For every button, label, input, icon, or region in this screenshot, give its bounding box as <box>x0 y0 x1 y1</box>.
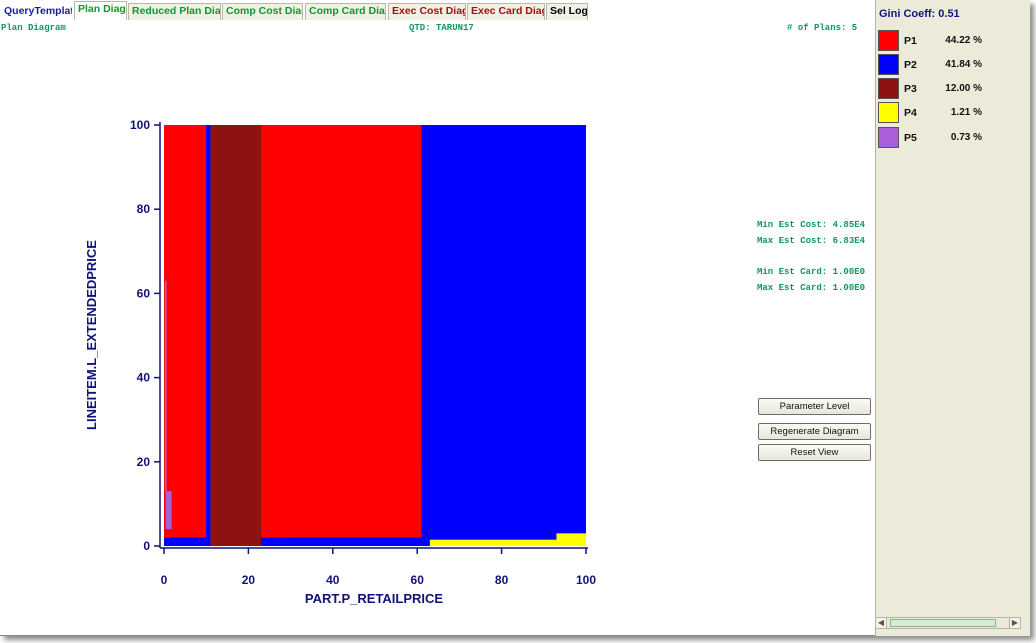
legend-plan-pct: 44.22 % <box>945 35 982 46</box>
tab-exec-card-diag[interactable]: Exec Card Diag <box>467 3 545 20</box>
legend-item-p3[interactable]: P3 12.00 % <box>878 78 988 100</box>
plan-region-p1-1[interactable] <box>164 125 207 538</box>
legend-plan-name: P4 <box>904 107 917 119</box>
tab-comp-cost-diag[interactable]: Comp Cost Diag <box>222 3 303 20</box>
legend-item-p2[interactable]: P2 41.84 % <box>878 54 988 76</box>
tab-bar: QueryTemplate Plan Diag Reduced Plan Dia… <box>0 0 875 20</box>
chart-axes <box>159 122 588 549</box>
legend-plan-pct: 0.73 % <box>950 132 982 143</box>
diagram-name: Plan Diagram <box>1 23 66 33</box>
legend-swatch <box>878 54 899 75</box>
x-tick-label: 100 <box>576 573 596 587</box>
tab-sel-log[interactable]: Sel Log <box>546 3 588 20</box>
legend-plan-pct: 1.21 % <box>950 107 982 118</box>
y-tick-label: 40 <box>137 371 151 385</box>
x-tick-label: 60 <box>411 573 425 587</box>
x-tick-label: 80 <box>495 573 509 587</box>
scrollbar-thumb[interactable] <box>890 619 996 627</box>
y-tick-label: 20 <box>137 455 151 469</box>
legend-plan-name: P5 <box>904 132 917 144</box>
tab-comp-card-diag[interactable]: Comp Card Diag <box>305 3 386 20</box>
parameter-level-button[interactable]: Parameter Level <box>758 398 871 415</box>
scroll-left-icon[interactable]: ◀ <box>876 618 887 628</box>
tab-plan-diag[interactable]: Plan Diag <box>74 1 127 20</box>
tab-reduced-plan-diag[interactable]: Reduced Plan Diag <box>128 3 221 20</box>
legend-plan-name: P3 <box>904 83 917 95</box>
legend-panel: Gini Coeff: 0.51 P1 44.22 % P2 41.84 % P… <box>875 0 1030 636</box>
qtd-label: QTD: TARUN17 <box>409 23 474 33</box>
plan-regions[interactable] <box>164 125 586 546</box>
plan-region-p5-5[interactable] <box>165 491 172 530</box>
legend-plan-name: P2 <box>904 59 917 71</box>
x-tick-label: 0 <box>161 573 168 587</box>
plan-region-p2-2[interactable] <box>206 125 211 546</box>
legend-swatch <box>878 102 899 123</box>
legend-plan-pct: 12.00 % <box>945 83 982 94</box>
y-tick-label: 60 <box>137 286 151 300</box>
plan-region-p4-8[interactable] <box>556 533 586 546</box>
y-tick-label: 80 <box>137 202 151 216</box>
x-tick-label: 40 <box>326 573 340 587</box>
plan-region-p3-3[interactable] <box>210 125 262 546</box>
plan-region-p4-7[interactable] <box>429 539 557 546</box>
y-axis-label: LINEITEM.L_EXTENDEDPRICE <box>84 240 99 430</box>
x-axis-label: PART.P_RETAILPRICE <box>305 591 444 606</box>
plan-diagram-chart[interactable]: 0 20 40 60 80 100 0 20 40 60 80 100 PART.P_RETAILPR… <box>0 0 875 620</box>
regenerate-diagram-button[interactable]: Regenerate Diagram <box>758 423 871 440</box>
min-est-card: Min Est Card: 1.00E0 <box>757 267 866 277</box>
legend-item-p4[interactable]: P4 1.21 % <box>878 102 988 124</box>
y-tick-label: 0 <box>143 539 150 553</box>
plan-region-p1-staircase[interactable] <box>261 125 422 538</box>
y-tick-label: 100 <box>130 118 150 132</box>
max-est-card: Max Est Card: 1.00E0 <box>757 283 866 293</box>
scroll-right-icon[interactable]: ▶ <box>1009 618 1020 628</box>
max-est-cost: Max Est Cost: 6.83E4 <box>757 236 866 246</box>
gini-coefficient: Gini Coeff: 0.51 <box>879 8 960 20</box>
legend-plan-pct: 41.84 % <box>945 59 982 70</box>
legend-plan-name: P1 <box>904 35 917 47</box>
chart-ticks: 0 20 40 60 80 100 0 20 40 60 80 100 <box>130 118 596 587</box>
legend-swatch <box>878 30 899 51</box>
horizontal-scrollbar[interactable]: ◀ ▶ <box>875 617 1021 629</box>
reset-view-button[interactable]: Reset View <box>758 444 871 461</box>
legend-item-p1[interactable]: P1 44.22 % <box>878 30 988 52</box>
tab-query-template[interactable]: QueryTemplate <box>0 3 73 20</box>
tab-exec-cost-diag[interactable]: Exec Cost Diag <box>388 3 466 20</box>
plan-region-p5-6[interactable] <box>164 280 167 492</box>
min-est-cost: Min Est Cost: 4.85E4 <box>757 220 866 230</box>
legend-swatch <box>878 127 899 148</box>
x-tick-label: 20 <box>242 573 256 587</box>
num-plans-label: # of Plans: 5 <box>787 23 858 33</box>
legend-swatch <box>878 78 899 99</box>
legend-item-p5[interactable]: P5 0.73 % <box>878 127 988 149</box>
